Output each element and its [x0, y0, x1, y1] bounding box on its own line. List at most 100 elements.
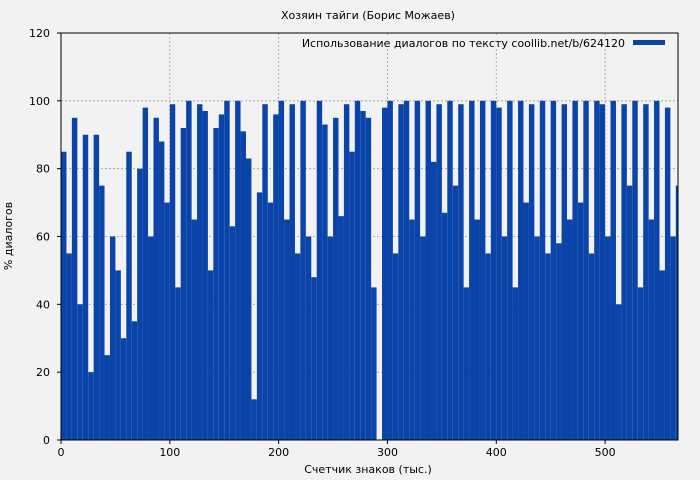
bar: [88, 372, 94, 440]
bar: [583, 100, 589, 440]
bar: [594, 100, 600, 440]
bar: [240, 131, 246, 440]
bar: [126, 151, 132, 441]
bar: [77, 304, 83, 440]
bar: [207, 270, 214, 440]
bar: [626, 185, 633, 440]
bar: [550, 100, 557, 440]
y-ticks: 0 20 40 60 80 100 120: [29, 27, 61, 447]
bar: [365, 117, 372, 441]
bar: [441, 212, 448, 440]
bar: [235, 100, 241, 440]
bar: [338, 216, 344, 440]
bar: [349, 151, 355, 441]
bar: [518, 100, 524, 440]
bar: [120, 338, 127, 440]
bar: [545, 253, 551, 440]
bar: [561, 104, 568, 440]
y-tick-label: 40: [36, 298, 50, 311]
bar: [496, 107, 502, 440]
bar: [479, 100, 486, 440]
y-tick-label: 120: [29, 27, 50, 40]
bar: [245, 158, 252, 440]
bar: [289, 104, 295, 440]
bar: [256, 192, 263, 440]
bars: [61, 100, 678, 441]
x-tick-label: 400: [486, 446, 507, 459]
bar: [675, 185, 678, 440]
bar: [66, 253, 72, 440]
bar: [469, 100, 475, 440]
bar: [229, 226, 236, 440]
legend-background: [315, 35, 670, 49]
bar: [643, 104, 649, 440]
bar: [131, 321, 138, 440]
bar: [556, 243, 562, 440]
bar: [191, 219, 198, 440]
bar: [420, 236, 426, 440]
bar: [343, 104, 350, 440]
bar: [180, 127, 187, 440]
bar: [452, 185, 459, 440]
bar: [251, 399, 257, 440]
bar: [572, 100, 578, 440]
bar: [659, 270, 665, 440]
bar: [158, 141, 165, 441]
bar: [436, 104, 442, 440]
x-ticks: 0 100 200 300 400 500: [58, 440, 616, 459]
bar: [458, 104, 464, 440]
bar: [577, 202, 584, 440]
bar: [664, 107, 671, 440]
legend: Использование диалогов по тексту coollib…: [302, 35, 670, 50]
x-tick-label: 200: [268, 446, 289, 459]
bar: [403, 100, 410, 440]
bar: [414, 100, 421, 440]
bar: [387, 100, 393, 440]
bar: [316, 100, 323, 440]
bar: [82, 134, 89, 440]
bar: [501, 236, 508, 440]
bar: [523, 202, 529, 440]
bar: [615, 304, 622, 440]
bar: [115, 270, 121, 440]
y-tick-label: 60: [36, 231, 50, 244]
bar: [474, 219, 480, 440]
y-tick-label: 100: [29, 95, 50, 108]
legend-swatch: [633, 40, 665, 45]
bar: [218, 114, 225, 441]
bar: [371, 287, 377, 440]
bar: [333, 117, 339, 441]
bar: [621, 104, 627, 440]
bar: [284, 219, 290, 440]
bar: [512, 287, 519, 440]
bar: [169, 104, 176, 440]
bar: [164, 202, 170, 440]
bar: [109, 236, 116, 440]
bar: [186, 100, 192, 440]
bar: [300, 100, 306, 440]
bar: [354, 100, 361, 440]
bar: [398, 104, 404, 440]
bar: [262, 104, 268, 440]
bar: [637, 287, 644, 440]
bar: [567, 219, 573, 440]
bar: [588, 253, 595, 440]
bar: [632, 100, 638, 440]
bar: [360, 111, 366, 440]
x-tick-label: 100: [159, 446, 180, 459]
bar: [392, 253, 399, 440]
bar: [71, 117, 78, 441]
bar: [153, 117, 159, 441]
bar: [142, 107, 149, 440]
legend-label: Использование диалогов по тексту coollib…: [302, 37, 625, 50]
bar: [528, 104, 535, 440]
bar: [654, 100, 660, 440]
bar: [447, 100, 453, 440]
bar: [539, 100, 546, 440]
bar: [430, 161, 437, 440]
bar: [490, 100, 497, 440]
bar: [202, 111, 208, 440]
y-tick-label: 20: [36, 366, 50, 379]
y-tick-label: 80: [36, 163, 50, 176]
